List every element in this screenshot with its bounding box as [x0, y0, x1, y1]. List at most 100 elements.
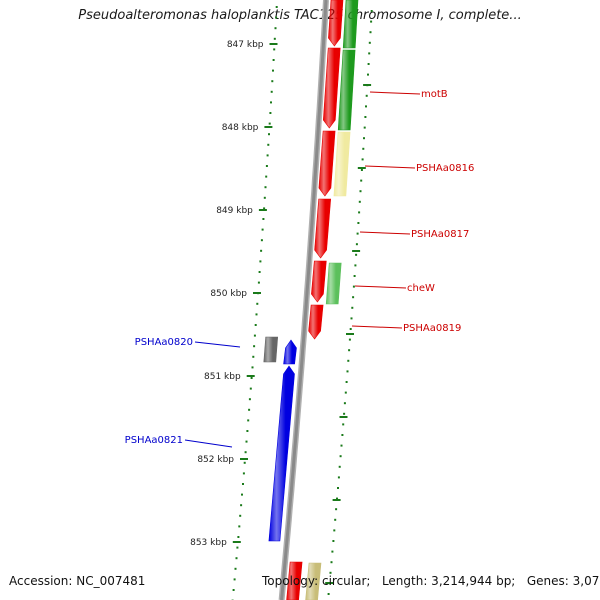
minor-tick: [269, 112, 272, 114]
minor-tick: [253, 345, 256, 348]
minor-tick: [367, 73, 369, 76]
minor-tick: [362, 147, 365, 150]
minor-tick: [260, 239, 263, 242]
minor-tick: [360, 179, 363, 182]
minor-tick: [233, 578, 236, 581]
minor-tick: [370, 20, 373, 23]
gene-count-label: Genes: 3,073: [526, 574, 600, 588]
major-tick: [325, 582, 334, 584]
minor-tick: [251, 366, 254, 369]
minor-tick: [352, 296, 355, 299]
minor-tick: [248, 408, 251, 411]
major-tick: [339, 416, 348, 418]
scale-label: 853 kbp: [190, 538, 227, 548]
minor-tick: [265, 165, 268, 167]
gene-label-reverse: PSHAa0820: [135, 337, 193, 348]
minor-tick: [368, 41, 371, 44]
minor-tick: [344, 391, 347, 394]
minor-tick: [258, 271, 261, 273]
minor-tick: [350, 317, 353, 320]
minor-tick: [365, 105, 367, 108]
minor-tick: [250, 377, 253, 379]
minor-tick: [247, 419, 250, 422]
minor-tick: [358, 211, 361, 214]
minor-tick: [348, 338, 351, 341]
minor-tick: [272, 59, 275, 61]
minor-tick: [336, 497, 338, 500]
callout-line: [351, 325, 403, 329]
major-tick: [240, 458, 248, 460]
gene-feature: [268, 365, 295, 542]
cds-feature: [305, 562, 322, 600]
scale-labels: 847 kbp 848 kbp 849 kbp 850 kbp 851 kbp 852 k…: [190, 40, 372, 584]
minor-tick: [253, 334, 256, 337]
minor-tick: [262, 218, 265, 220]
minor-tick: [343, 402, 346, 405]
minor-tick: [355, 243, 358, 246]
minor-tick: [365, 94, 368, 97]
gene-feature: [263, 336, 279, 363]
genome-summary: Topology: circular; Length: 3,214,944 bp…: [262, 574, 600, 588]
gene-label-reverse: PSHAa0821: [125, 435, 183, 446]
callout-line: [354, 285, 407, 289]
major-tick: [264, 126, 273, 128]
minor-tick: [361, 158, 364, 161]
gene-feature: [322, 47, 341, 129]
minor-tick: [358, 200, 361, 203]
gene-feature: [286, 561, 303, 600]
accession-label: Accession: NC_007481: [9, 574, 146, 588]
minor-tick: [331, 550, 334, 553]
minor-tick: [260, 249, 263, 252]
minor-tick: [241, 493, 243, 496]
minor-tick: [353, 275, 356, 277]
minor-tick: [370, 10, 373, 12]
minor-tick: [242, 472, 245, 475]
scale-label: 849 kbp: [216, 206, 253, 216]
minor-tick: [357, 222, 360, 224]
minor-tick: [270, 101, 272, 104]
minor-tick: [239, 514, 242, 517]
minor-tick: [273, 37, 276, 40]
gene-feature: [318, 130, 336, 197]
scale-label: 847 kbp: [227, 40, 264, 50]
minor-tick: [352, 285, 355, 288]
gene-label-forward: cheW: [407, 283, 435, 294]
major-tick: [363, 84, 372, 86]
minor-tick: [249, 387, 252, 390]
minor-ticks: [231, 6, 373, 600]
minor-tick: [337, 476, 340, 479]
minor-tick: [274, 27, 277, 30]
gene-feature: [311, 260, 327, 303]
minor-tick: [268, 122, 271, 125]
feature-track: [263, 0, 359, 600]
topology-label: Topology: circular;: [262, 574, 371, 588]
cds-feature: [333, 131, 351, 197]
minor-tick: [341, 434, 344, 436]
minor-tick: [329, 571, 332, 574]
minor-tick: [369, 31, 372, 34]
backbone-line: [280, 0, 328, 600]
minor-tick: [354, 264, 357, 267]
gene-feature: [328, 0, 344, 47]
major-tick: [232, 541, 241, 543]
chromosome-backbone: [278, 0, 329, 600]
minor-tick: [346, 370, 349, 373]
gene-feature: [314, 198, 332, 259]
minor-tick: [236, 546, 239, 549]
scale-label: 852 kbp: [197, 455, 234, 465]
map-title: Pseudoalteromonas haloplanktis TAC125 ch…: [78, 8, 522, 23]
callout-line: [359, 231, 411, 235]
minor-tick: [264, 186, 267, 189]
minor-tick: [259, 260, 262, 263]
gene-label-forward: PSHAa0817: [411, 229, 469, 240]
minor-tick: [339, 455, 342, 458]
gene-label-forward: PSHAa0816: [416, 163, 474, 174]
minor-tick: [355, 253, 358, 256]
minor-tick: [360, 169, 363, 171]
minor-tick: [363, 137, 365, 140]
minor-tick: [364, 116, 367, 118]
gene-label-forward: motB: [421, 89, 448, 100]
scale-label: 850 kbp: [210, 289, 247, 299]
